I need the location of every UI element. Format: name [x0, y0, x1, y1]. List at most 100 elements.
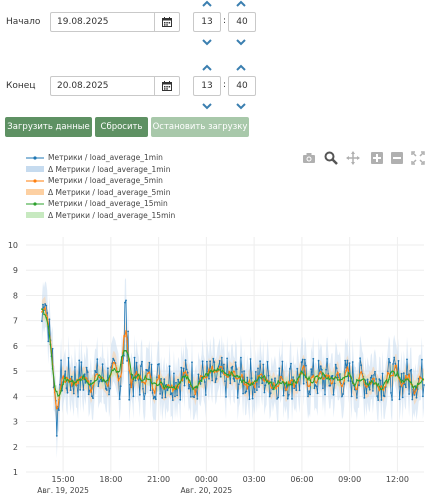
data-point [224, 374, 226, 376]
data-point [245, 381, 248, 384]
data-point [190, 383, 192, 386]
data-point [394, 365, 397, 367]
zoom-in-icon[interactable] [371, 152, 383, 164]
data-point [55, 435, 58, 437]
start-hour-down-icon[interactable] [201, 38, 213, 46]
data-point [79, 389, 82, 391]
data-point [366, 385, 369, 387]
end-hour-input[interactable]: 13 [193, 76, 221, 96]
data-point [149, 389, 152, 392]
data-point [275, 387, 277, 390]
data-point [401, 396, 404, 399]
data-point [210, 370, 213, 372]
data-point [96, 358, 99, 361]
data-point [249, 384, 252, 386]
data-point [362, 378, 365, 380]
data-point [85, 377, 88, 380]
data-point [183, 372, 186, 374]
data-point [87, 383, 90, 385]
zoom-icon[interactable] [324, 151, 338, 165]
start-hour-input[interactable]: 13 [193, 12, 221, 32]
stop-loading-button[interactable]: Остановить загрузку [151, 117, 249, 137]
data-point [102, 378, 105, 381]
start-date-input[interactable]: 19.08.2025 [50, 12, 180, 32]
end-hour-down-icon[interactable] [201, 102, 213, 110]
data-point [205, 376, 207, 379]
data-point [124, 301, 126, 304]
data-point [139, 374, 141, 377]
data-point [303, 358, 306, 361]
data-point [412, 388, 415, 391]
data-point [282, 394, 285, 397]
autoscale-icon[interactable] [411, 151, 425, 165]
end-minute-input[interactable]: 40 [228, 76, 256, 96]
data-point [239, 375, 241, 378]
data-point [290, 383, 292, 386]
data-point [400, 381, 403, 383]
data-point [315, 385, 318, 388]
end-minute-up-icon[interactable] [235, 64, 247, 72]
legend-item[interactable]: Δ Метрики / load_average_1min [26, 164, 175, 176]
end-minute-down-icon[interactable] [235, 102, 247, 110]
data-point [173, 386, 175, 388]
start-hour-up-icon[interactable] [201, 0, 213, 8]
start-minute-up-icon[interactable] [235, 0, 247, 8]
data-point [64, 370, 67, 373]
data-point [320, 370, 322, 373]
data-point [368, 382, 371, 385]
data-point [222, 369, 224, 372]
data-point [353, 388, 356, 391]
data-point [128, 369, 130, 372]
data-point [156, 379, 158, 382]
data-point [190, 385, 192, 387]
data-point [181, 379, 184, 382]
data-point [41, 311, 43, 313]
legend-item[interactable]: Метрики / load_average_15min [26, 198, 175, 210]
legend-item[interactable]: Метрики / load_average_5min [26, 175, 175, 187]
legend-item[interactable]: Метрики / load_average_1min [26, 152, 175, 164]
data-point [296, 381, 299, 384]
load-data-button[interactable]: Загрузить данные [5, 117, 92, 137]
zoom-out-icon[interactable] [391, 152, 403, 164]
data-point [234, 377, 237, 379]
data-point [196, 398, 199, 400]
data-point [269, 392, 272, 394]
data-point [247, 385, 250, 388]
x-tick-label: 18:00 [99, 475, 122, 484]
data-point [62, 375, 64, 378]
end-date-input[interactable]: 20.08.2025 [50, 76, 180, 96]
data-point [143, 398, 146, 400]
data-point [316, 392, 319, 395]
data-point [421, 358, 423, 361]
data-point [145, 368, 148, 371]
x-tick-label: 15:00 [52, 475, 75, 484]
end-hour-up-icon[interactable] [201, 64, 213, 72]
data-point [371, 381, 373, 383]
data-point [311, 376, 314, 378]
data-point [251, 381, 254, 384]
start-minute-down-icon[interactable] [235, 38, 247, 46]
legend-item[interactable]: Δ Метрики / load_average_5min [26, 187, 175, 199]
calendar-icon[interactable] [154, 77, 179, 95]
data-point [196, 386, 199, 389]
pan-icon[interactable] [346, 151, 360, 165]
data-point [204, 394, 207, 396]
calendar-icon[interactable] [154, 13, 179, 31]
data-point [368, 381, 371, 383]
data-point [102, 379, 105, 382]
data-point [262, 363, 265, 366]
data-point [341, 395, 343, 398]
data-point [126, 360, 128, 362]
data-point [396, 371, 399, 374]
data-point [409, 381, 412, 383]
data-point [160, 378, 163, 380]
reset-button[interactable]: Сбросить [95, 117, 148, 137]
legend-item[interactable]: Δ Метрики / load_average_15min [26, 210, 175, 222]
start-minute-input[interactable]: 40 [228, 12, 256, 32]
data-point [119, 375, 122, 378]
data-point [241, 374, 243, 376]
data-point [277, 385, 280, 388]
camera-icon[interactable] [302, 152, 316, 164]
data-point [168, 385, 171, 388]
